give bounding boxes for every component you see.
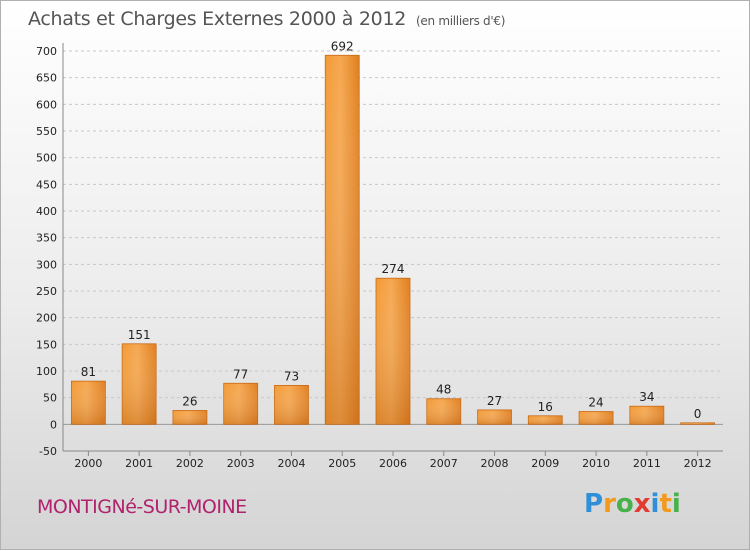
- data-label: 81: [81, 365, 96, 379]
- x-tick-label: 2000: [74, 457, 102, 470]
- bar: [324, 54, 360, 425]
- y-tick-label: 250: [36, 285, 57, 298]
- bar-shade: [223, 383, 258, 425]
- bar: [527, 415, 563, 425]
- bar-shade: [528, 415, 563, 425]
- bar: [426, 398, 462, 425]
- x-tick-label: 2002: [176, 457, 204, 470]
- bar: [172, 410, 208, 425]
- chart-unit: (en milliers d'€): [416, 14, 506, 28]
- data-label: 26: [182, 394, 197, 408]
- data-label: 24: [588, 396, 603, 410]
- x-tick-label: 2008: [481, 457, 509, 470]
- x-tick-label: 2007: [430, 457, 458, 470]
- data-label: 274: [382, 262, 405, 276]
- y-tick-label: 550: [36, 125, 57, 138]
- data-label: 151: [128, 328, 151, 342]
- bar: [223, 382, 259, 425]
- x-tick-label: 2012: [684, 457, 712, 470]
- bar: [121, 343, 157, 425]
- bar-shade: [122, 343, 157, 425]
- bar-shade: [426, 398, 461, 425]
- data-label: 77: [233, 367, 248, 381]
- x-tick-label: 2004: [277, 457, 305, 470]
- y-tick-label: 450: [36, 178, 57, 191]
- bar: [477, 409, 512, 425]
- x-tick-label: 2003: [227, 457, 255, 470]
- bar: [274, 384, 309, 425]
- data-label: 0: [694, 407, 702, 421]
- y-tick-label: 50: [43, 392, 57, 405]
- bar-shade: [274, 385, 309, 425]
- y-tick-label: 400: [36, 205, 57, 218]
- brand-letter: t: [659, 489, 672, 519]
- brand-letter: i: [650, 489, 660, 519]
- brand-letter: r: [603, 489, 616, 519]
- data-label: 16: [538, 400, 553, 414]
- y-tick-labels: -50 0 50 100 150 200 250 300 350 400 450 500 550 600 6…: [36, 45, 57, 458]
- x-tick-label: 2005: [328, 457, 356, 470]
- y-tick-label: 600: [36, 98, 57, 111]
- bar-shade: [71, 381, 106, 425]
- bar: [629, 405, 665, 425]
- brand-letter: P: [584, 489, 604, 519]
- bar: [375, 277, 411, 425]
- y-tick-label: 500: [36, 152, 57, 165]
- x-tick-label: 2006: [379, 457, 407, 470]
- proxiti-logo: Proxiti: [584, 489, 681, 519]
- data-label: 73: [284, 369, 299, 383]
- data-label: 34: [639, 390, 654, 404]
- chart-title: Achats et Charges Externes 2000 à 2012 (e…: [28, 8, 505, 30]
- x-tick-label: 2010: [582, 457, 610, 470]
- y-tick-label: 100: [36, 365, 57, 378]
- data-label: 692: [331, 39, 354, 53]
- bar-shade: [477, 409, 512, 425]
- bar-shade: [629, 406, 664, 425]
- x-tick-label: 2009: [531, 457, 559, 470]
- x-tick-label: 2001: [125, 457, 153, 470]
- x-tick-label: 2011: [633, 457, 661, 470]
- bar-shade: [376, 278, 410, 425]
- data-labels: 81 151 26 77 73 692 274 48 27 16 24 34 0: [81, 39, 702, 421]
- brand-letter: o: [615, 489, 634, 519]
- data-label: 48: [436, 383, 451, 397]
- bar: [578, 411, 614, 425]
- y-tick-label: 0: [50, 418, 57, 431]
- y-tick-label: 650: [36, 72, 57, 85]
- bar: [680, 422, 716, 425]
- y-tick-label: 350: [36, 232, 57, 245]
- y-tick-label: 200: [36, 312, 57, 325]
- x-tick-labels: 2000 2001 2002 2003 2004 2005 2006 2007 2008 2009…: [74, 451, 712, 470]
- y-tick-label: -50: [39, 445, 57, 458]
- y-tick-label: 150: [36, 338, 57, 351]
- bar-shade: [325, 55, 360, 425]
- data-label: 27: [487, 394, 502, 408]
- brand-letter: x: [633, 489, 651, 519]
- bar-shade: [579, 411, 614, 425]
- bar-shade: [680, 422, 715, 425]
- bar-shade: [172, 410, 207, 425]
- chart-title-text: Achats et Charges Externes 2000 à 2012: [28, 8, 407, 30]
- y-tick-label: 700: [36, 45, 57, 58]
- y-tick-label: 300: [36, 258, 57, 271]
- bar: [70, 380, 106, 425]
- brand-letter: i: [671, 489, 681, 519]
- commune-name: MONTIGNé-SUR-MOINE: [37, 496, 247, 518]
- bars: [70, 54, 716, 425]
